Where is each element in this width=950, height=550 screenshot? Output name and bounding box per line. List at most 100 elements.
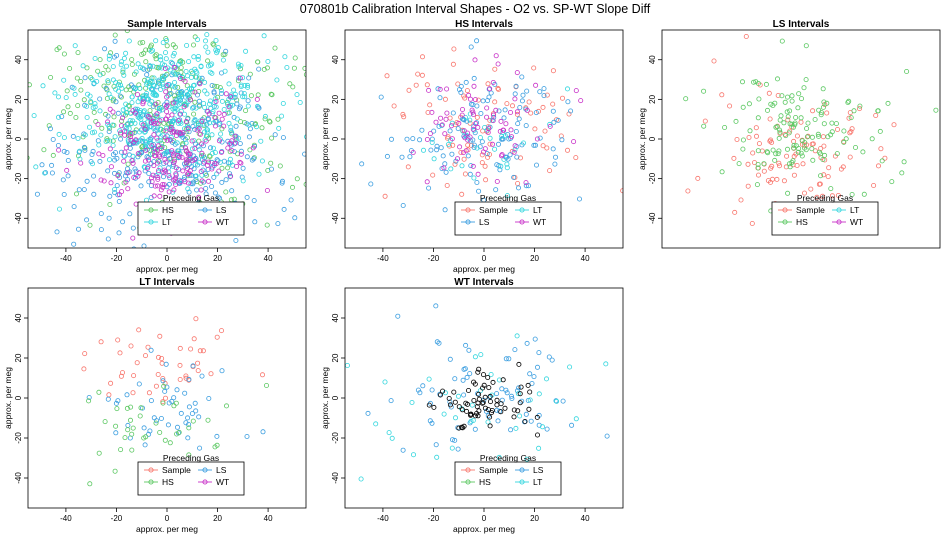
point-ls <box>552 161 558 167</box>
point-sample <box>130 390 136 396</box>
point-ls <box>102 46 108 52</box>
point-wt <box>203 138 209 144</box>
point-hs <box>277 163 283 169</box>
point-ls <box>214 433 220 439</box>
point-sample <box>424 82 430 88</box>
point-ls <box>437 95 443 101</box>
point-black <box>490 379 496 385</box>
point-hs <box>787 161 793 167</box>
point-ls <box>114 53 120 59</box>
point-ls <box>160 378 166 384</box>
point-wt <box>175 118 181 124</box>
point-sample <box>759 148 765 154</box>
point-lt <box>202 79 208 85</box>
point-hs <box>824 100 830 106</box>
point-hs <box>98 0 102 3</box>
point-lt <box>178 108 184 114</box>
point-lt <box>245 103 251 109</box>
point-sample <box>81 366 87 372</box>
point-black <box>461 423 467 429</box>
point-wt <box>173 171 179 177</box>
point-sample <box>791 138 797 144</box>
point-lt <box>204 91 210 97</box>
point-lt <box>142 129 148 135</box>
point-lt <box>194 70 200 76</box>
point-ls <box>384 153 390 159</box>
point-lt <box>426 376 432 382</box>
point-ls <box>404 136 410 142</box>
point-lt <box>147 124 153 130</box>
point-hs <box>217 85 223 91</box>
point-black <box>535 432 541 438</box>
point-wt <box>199 150 205 156</box>
point-black <box>471 379 477 385</box>
point-wt <box>467 134 473 140</box>
point-wt <box>212 161 218 167</box>
point-sample <box>727 103 733 109</box>
point-ls <box>431 128 437 134</box>
point-ls <box>194 187 200 193</box>
point-wt <box>177 130 183 136</box>
point-wt <box>157 118 163 124</box>
point-sample <box>821 172 827 178</box>
point-ls <box>475 391 481 397</box>
point-sample <box>475 97 481 103</box>
point-hs <box>186 425 192 431</box>
point-lt <box>154 93 160 99</box>
point-sample <box>208 371 214 377</box>
point-lt <box>176 94 182 100</box>
point-lt <box>470 417 476 423</box>
point-hs <box>770 147 776 153</box>
point-hs <box>843 136 849 142</box>
point-sample <box>753 125 759 131</box>
point-lt <box>119 85 125 91</box>
point-wt <box>187 151 193 157</box>
point-hs <box>259 125 265 131</box>
point-sample <box>157 333 163 339</box>
point-ls <box>116 198 122 204</box>
point-ls <box>471 75 477 81</box>
point-ls <box>443 169 449 175</box>
point-lt <box>235 61 241 67</box>
point-wt <box>429 109 435 115</box>
point-ls <box>127 211 133 217</box>
point-sample <box>514 111 520 117</box>
point-ls <box>122 173 128 179</box>
point-lt <box>143 144 149 150</box>
point-sample <box>444 182 450 188</box>
point-wt <box>449 136 455 142</box>
legend-label-sample: Sample <box>479 205 508 215</box>
point-ls <box>516 185 522 191</box>
point-ls <box>160 174 166 180</box>
point-wt <box>462 135 468 141</box>
point-hs <box>100 71 106 77</box>
point-lt <box>121 72 127 78</box>
point-ls <box>141 243 147 248</box>
point-sample <box>492 66 498 72</box>
point-ls <box>535 364 541 370</box>
point-wt <box>149 143 155 149</box>
point-lt <box>142 138 148 144</box>
point-wt <box>121 158 127 164</box>
point-lt <box>209 111 215 117</box>
point-wt <box>459 107 465 113</box>
point-lt <box>478 352 484 358</box>
point-lt <box>261 33 267 39</box>
point-wt <box>182 78 188 84</box>
legend-label-hs: HS <box>162 477 174 487</box>
point-sample <box>731 155 737 161</box>
point-lt <box>521 140 527 146</box>
point-lt <box>193 173 199 179</box>
point-hs <box>128 120 134 126</box>
point-sample <box>544 92 550 98</box>
point-sample <box>159 355 165 361</box>
point-wt <box>461 128 467 134</box>
point-ls <box>470 137 476 143</box>
y-tick-label: -20 <box>331 432 340 444</box>
point-hs <box>849 191 855 197</box>
point-ls <box>279 180 285 186</box>
point-sample <box>810 108 816 114</box>
point-lt <box>274 77 280 83</box>
point-wt <box>578 98 584 104</box>
